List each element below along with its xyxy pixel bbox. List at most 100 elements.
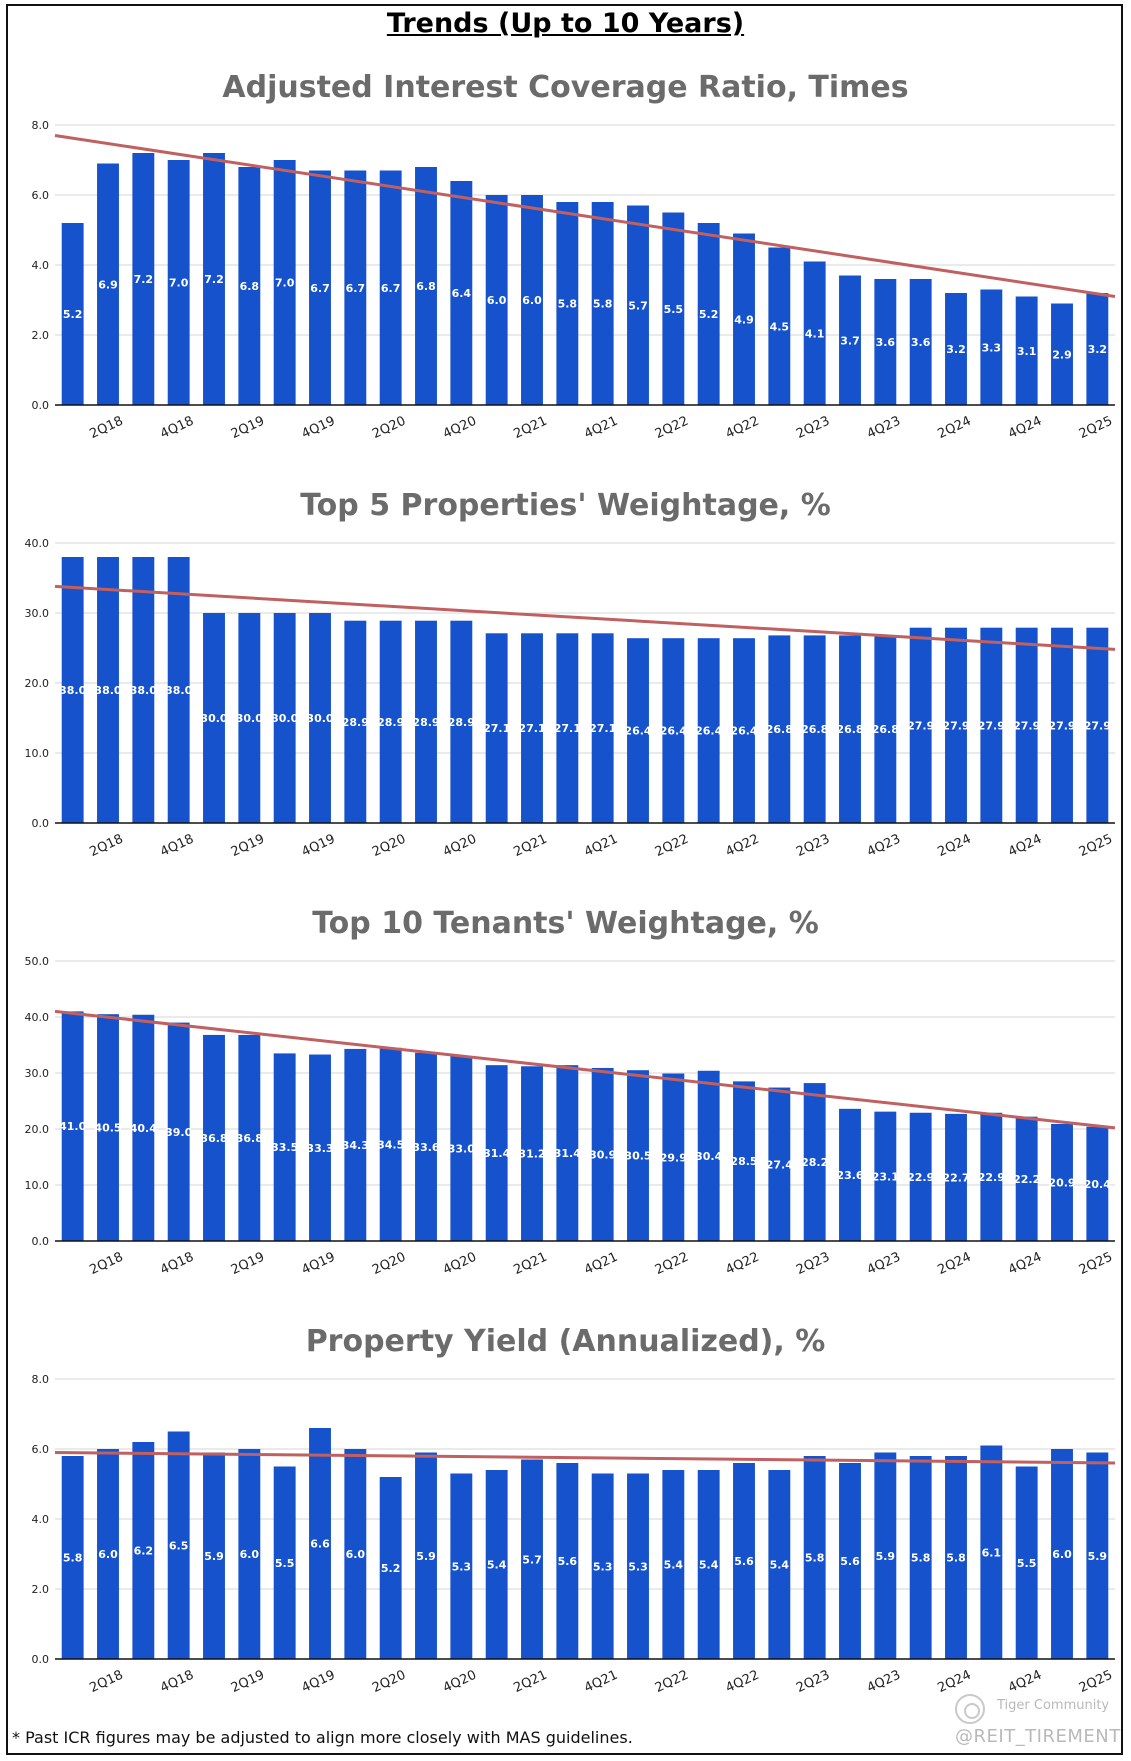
- bar: [415, 1452, 437, 1659]
- data-label: 3.2: [1088, 343, 1108, 356]
- data-label: 4.1: [805, 327, 825, 340]
- bar: [627, 1473, 649, 1659]
- bar: [556, 633, 579, 823]
- x-tick-label: 4Q22: [723, 832, 761, 858]
- x-tick-label: 2Q25: [1077, 1250, 1115, 1276]
- y-tick-label: 30.0: [25, 607, 50, 620]
- bar: [945, 1113, 967, 1241]
- bar: [1051, 1123, 1073, 1241]
- bar: [450, 181, 473, 405]
- x-tick-label: 2Q20: [370, 414, 408, 440]
- x-tick-label: 4Q22: [723, 1250, 761, 1276]
- bar: [945, 627, 967, 823]
- bar: [97, 557, 119, 823]
- bar: [697, 1070, 720, 1241]
- data-label: 6.0: [346, 1548, 366, 1561]
- bar: [1015, 1116, 1038, 1241]
- bar: [697, 223, 720, 405]
- x-tick-label: 2Q20: [370, 1668, 408, 1694]
- x-tick-label: 2Q18: [87, 1250, 125, 1276]
- bar: [167, 1431, 190, 1659]
- bar: [203, 153, 225, 405]
- data-label: 31.4: [483, 1147, 510, 1160]
- bar: [415, 620, 437, 823]
- data-label: 40.5: [94, 1122, 121, 1135]
- x-tick-label: 4Q24: [1006, 414, 1044, 440]
- data-label: 3.6: [911, 336, 931, 349]
- bar: [839, 635, 861, 823]
- y-tick-label: 10.0: [25, 747, 50, 760]
- bar: [980, 1445, 1003, 1659]
- bar: [203, 613, 225, 823]
- bar: [803, 1083, 826, 1241]
- y-tick-label: 4.0: [32, 259, 50, 272]
- x-tick-label: 2Q22: [653, 414, 691, 440]
- data-label: 28.9: [377, 716, 404, 729]
- data-label: 33.5: [271, 1141, 298, 1154]
- data-label: 28.5: [730, 1155, 757, 1168]
- data-label: 6.8: [416, 280, 436, 293]
- data-label: 30.5: [624, 1150, 651, 1163]
- data-label: 3.2: [946, 343, 966, 356]
- bar: [238, 1034, 261, 1241]
- data-label: 36.8: [200, 1132, 227, 1145]
- bar: [591, 633, 614, 823]
- data-label: 5.6: [840, 1555, 860, 1568]
- data-label: 23.6: [836, 1169, 863, 1182]
- data-label: 5.8: [805, 1552, 825, 1565]
- bar: [591, 202, 614, 405]
- bar: [945, 293, 967, 405]
- bar: [627, 205, 649, 405]
- y-tick-label: 4.0: [32, 1513, 50, 1526]
- bar: [768, 1470, 791, 1659]
- bar: [591, 1473, 614, 1659]
- y-tick-label: 0.0: [32, 1235, 50, 1248]
- bar: [1086, 1126, 1109, 1241]
- bar: [803, 635, 826, 823]
- x-tick-label: 4Q21: [582, 832, 620, 858]
- chart-top5-properties: 0.0 10.0 20.0 30.0 40.0 38.0 38.0 38.0 38.0 30.0 3…: [25, 537, 1116, 858]
- x-tick-label: 2Q20: [370, 1250, 408, 1276]
- y-tick-label: 6.0: [32, 189, 50, 202]
- x-tick-label: 4Q18: [158, 832, 196, 858]
- x-tick-label: 2Q23: [794, 832, 832, 858]
- data-label: 31.2: [518, 1148, 545, 1161]
- x-tick-label: 2Q25: [1077, 832, 1115, 858]
- bar: [839, 275, 861, 405]
- data-label: 39.0: [165, 1126, 192, 1139]
- x-tick-label: 4Q19: [299, 832, 337, 858]
- data-label: 34.5: [377, 1138, 404, 1151]
- outer-frame: [6, 4, 1123, 1755]
- bar: [874, 1111, 897, 1241]
- y-tick-label: 30.0: [25, 1067, 50, 1080]
- bar: [556, 202, 579, 405]
- bar: [521, 1066, 543, 1241]
- x-tick-label: 4Q21: [582, 414, 620, 440]
- x-tick-label: 4Q19: [299, 1668, 337, 1694]
- data-label: 36.8: [236, 1132, 263, 1145]
- x-tick-label: 2Q19: [229, 1668, 267, 1694]
- data-label: 27.9: [942, 719, 969, 732]
- data-label: 27.1: [518, 722, 545, 735]
- data-label: 6.0: [98, 1548, 118, 1561]
- data-label: 30.0: [236, 712, 263, 725]
- bar: [733, 1463, 755, 1659]
- bar: [450, 620, 473, 823]
- data-label: 23.1: [872, 1170, 899, 1183]
- bar: [874, 279, 897, 405]
- data-label: 22.9: [978, 1171, 1005, 1184]
- data-label: 27.9: [1084, 719, 1111, 732]
- data-label: 27.1: [589, 722, 616, 735]
- bar: [839, 1108, 861, 1241]
- bar: [379, 170, 402, 405]
- bar: [132, 1014, 155, 1241]
- x-tick-label: 2Q23: [794, 1668, 832, 1694]
- bar: [909, 279, 932, 405]
- chart-title-top5-properties: Top 5 Properties' Weightage, %: [300, 488, 831, 523]
- bar: [1051, 1449, 1073, 1659]
- x-tick-label: 2Q25: [1077, 414, 1115, 440]
- x-tick-label: 4Q21: [582, 1668, 620, 1694]
- bar: [803, 1456, 826, 1659]
- bar: [203, 1034, 225, 1241]
- y-tick-label: 0.0: [32, 399, 50, 412]
